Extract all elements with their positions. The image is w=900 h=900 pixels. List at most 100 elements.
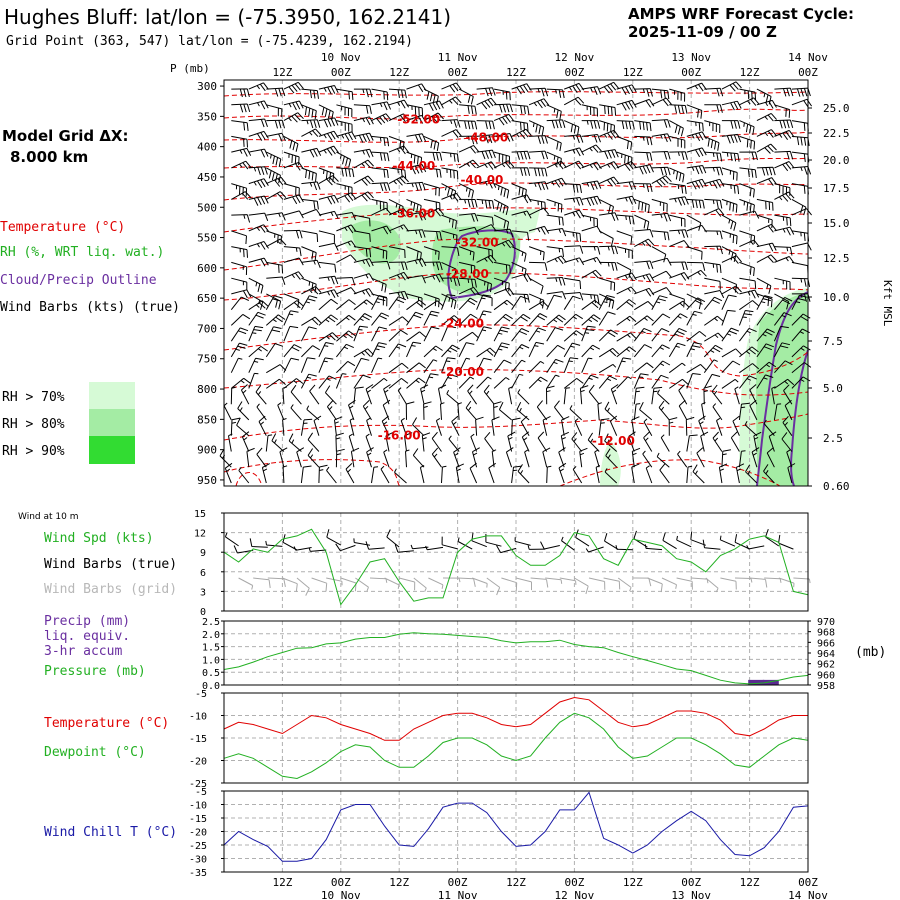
wind-barb <box>704 135 720 151</box>
wind-barb <box>739 261 755 277</box>
wind-barb <box>756 311 774 326</box>
wind-barb <box>248 118 268 128</box>
wind-barb <box>756 214 773 229</box>
dewpoint-line <box>223 712 809 780</box>
wind-barb <box>739 210 760 219</box>
wind-barb <box>476 120 495 130</box>
height-tick-label: 25.0 <box>823 102 850 115</box>
wind-barb <box>686 120 704 132</box>
wind-barb <box>651 360 671 374</box>
wind-barb <box>698 415 706 436</box>
wind-barb <box>669 300 690 311</box>
wind-barb <box>283 300 304 311</box>
wind-barb <box>336 330 356 342</box>
wind-barb <box>528 207 550 216</box>
wind-barb <box>686 342 703 358</box>
wind-barb <box>283 135 299 152</box>
wind-barb <box>511 83 532 95</box>
wind-barb <box>721 327 739 342</box>
wind-barb <box>559 577 577 585</box>
wind-barb <box>604 468 618 484</box>
wind-barb <box>564 257 585 266</box>
wind-barb <box>283 271 304 280</box>
bottom-hour-label: 12Z <box>623 876 643 889</box>
wind-barb <box>248 224 269 233</box>
wind-barb <box>397 387 407 405</box>
wind-barb <box>266 261 284 274</box>
wind-barb <box>529 198 546 211</box>
pressure-tick-label: 400 <box>197 141 217 154</box>
y-tick-label: -25 <box>189 779 207 790</box>
wind-barb <box>633 386 645 405</box>
wind-barb <box>228 433 233 452</box>
wind-barb <box>371 246 388 260</box>
wind-barb <box>712 431 723 452</box>
wind-barb <box>563 330 584 342</box>
wind-barb <box>336 88 354 100</box>
cloud-outline <box>447 229 516 300</box>
wind-barb <box>756 177 777 186</box>
wind-barb <box>441 96 462 106</box>
wind-barb <box>598 418 610 436</box>
wind-barb <box>774 226 795 236</box>
wind-barb <box>423 135 440 151</box>
wind-barb <box>324 385 337 405</box>
wind-barb <box>369 577 388 583</box>
wind-barb <box>441 82 462 93</box>
wind-barb <box>353 288 375 297</box>
wind-barb <box>309 384 320 405</box>
wind-barb <box>353 348 374 358</box>
wind-barb <box>412 448 425 468</box>
wind-barb <box>651 133 672 143</box>
wind-barb <box>564 147 585 157</box>
wind-barb <box>651 328 670 342</box>
wind-barb <box>791 277 811 288</box>
pressure-label: Pressure (mb) <box>44 664 146 679</box>
wind-barb <box>511 373 524 389</box>
wind-barb <box>669 362 686 374</box>
wind-barb <box>669 120 684 137</box>
wind-barb <box>307 448 320 468</box>
wind-barb <box>677 450 688 468</box>
top-date-label: 10 Nov <box>321 51 361 64</box>
wind-barb <box>423 326 440 342</box>
wind-barb <box>318 332 339 342</box>
wind-barb <box>721 133 742 144</box>
temperature-line <box>223 696 808 741</box>
wind-barb <box>384 577 400 589</box>
wind-barb <box>756 361 777 374</box>
wind-barb <box>266 176 287 187</box>
y-tick-label: 3 <box>200 587 206 598</box>
wind-barb <box>609 415 618 436</box>
wind-barb <box>756 198 774 211</box>
wind-barb <box>791 313 811 326</box>
wind-barb <box>599 104 617 116</box>
wind-barb <box>301 167 317 182</box>
wind-barb <box>598 329 618 342</box>
wind-barb <box>406 275 426 284</box>
wind-barb <box>459 120 478 130</box>
wind-barb <box>248 166 268 176</box>
wind-barbs-grid-label: Wind Barbs (grid) <box>44 582 177 597</box>
wind-barb <box>230 386 236 405</box>
wind-barb <box>476 294 492 310</box>
wind-panel: Wind at 10 m Wind Spd (kts) Wind Barbs (… <box>18 509 811 618</box>
wind-barb <box>616 160 637 172</box>
wind-barb <box>279 447 288 468</box>
wind-barb <box>301 285 322 295</box>
wind-barb <box>318 210 339 219</box>
wind-barb <box>334 416 343 436</box>
wind-barb <box>318 130 339 141</box>
wind-barb <box>686 104 703 119</box>
wind-barb <box>476 134 496 144</box>
wind-barb <box>406 211 427 221</box>
wind-barb <box>705 577 719 593</box>
wind-barb <box>446 389 460 405</box>
wind-barb <box>318 242 339 251</box>
wind-barb <box>560 431 570 452</box>
y-tick-label: 2.0 <box>202 630 220 641</box>
wind-barb <box>435 417 442 436</box>
pressure-tick-label: 700 <box>197 322 217 335</box>
wind-barb <box>581 134 601 143</box>
wind-barb <box>423 88 439 105</box>
